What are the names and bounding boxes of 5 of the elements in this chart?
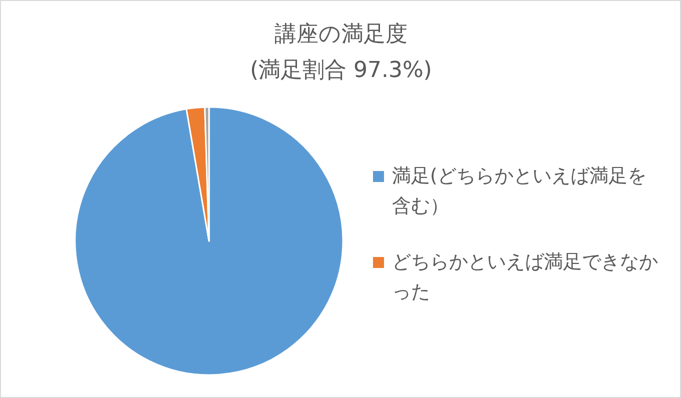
pie-slice (74, 106, 344, 376)
chart-title: 講座の満足度 (274, 22, 408, 47)
legend-label: 満足(どちらかといえば満足を含む） (392, 164, 648, 219)
legend-label: どちらかといえば満足できなかった (392, 250, 658, 305)
chart-subtitle: (満足割合 97.3%) (250, 58, 432, 83)
